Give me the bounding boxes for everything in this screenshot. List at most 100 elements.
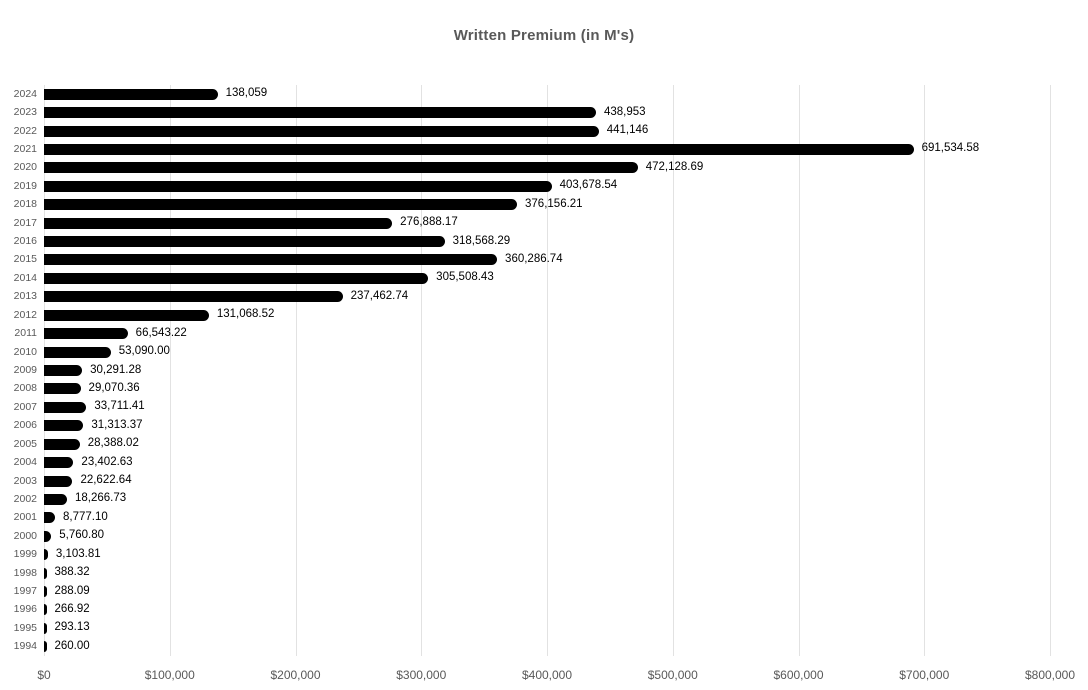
plot-area: 2024 138,059 2023 438,953 2022 441,146 2021 691… (14, 85, 1051, 656)
year-label: 2015 (13, 253, 37, 266)
year-label: 2013 (13, 290, 37, 303)
x-axis-tick-label: $800,000 (1024, 668, 1076, 682)
year-label: 1995 (13, 621, 37, 634)
gridline (547, 85, 548, 656)
bar-row: 2000 5,760.80 (14, 529, 1050, 542)
bar-row: 2023 438,953 (14, 106, 1050, 119)
bar (44, 457, 74, 469)
bar (44, 475, 73, 487)
bar (44, 162, 638, 174)
year-label: 2019 (13, 179, 37, 192)
year-label: 1998 (13, 566, 37, 579)
value-label: 66,543.22 (135, 326, 187, 339)
value-label: 131,068.52 (216, 308, 275, 321)
bar-row: 2017 276,888.17 (14, 216, 1050, 229)
year-label: 2006 (13, 419, 37, 432)
bar (44, 549, 48, 561)
bar-row: 2016 318,568.29 (14, 235, 1050, 248)
value-label: 260.00 (54, 639, 90, 652)
year-label: 1999 (13, 548, 37, 561)
x-axis-tick-label: $300,000 (396, 668, 447, 682)
bar-row: 2006 31,313.37 (14, 418, 1050, 432)
bar (44, 604, 47, 616)
year-label: 2002 (13, 492, 37, 505)
value-label: 30,291.28 (90, 363, 142, 376)
bar (44, 88, 218, 100)
x-axis-tick-label: $400,000 (521, 668, 573, 682)
bar (44, 420, 84, 432)
value-label: 276,888.17 (400, 216, 458, 229)
gridline (421, 85, 423, 656)
value-label: 22,622.64 (80, 474, 132, 487)
gridline (672, 85, 674, 656)
year-label: 2020 (13, 161, 37, 174)
x-axis-tick-label: $0 (37, 668, 51, 682)
value-label: 33,711.41 (94, 400, 145, 413)
bar (44, 107, 596, 119)
value-label: 5,760.80 (59, 529, 104, 542)
year-label: 1997 (13, 585, 37, 598)
year-label: 2023 (13, 106, 37, 119)
bar (44, 309, 209, 321)
gridline (295, 85, 297, 656)
bar (44, 291, 343, 303)
gridline (798, 85, 800, 656)
bar-row: 2021 691,534.58 (14, 142, 1050, 155)
chart-title: Written Premium (in M's) (453, 27, 635, 44)
bar-row: 2022 441,146 (14, 124, 1050, 137)
bar-row: 2015 360,286.74 (14, 253, 1050, 266)
gridline (1050, 85, 1051, 656)
year-label: 2021 (13, 142, 37, 155)
value-label: 23,402.63 (81, 455, 133, 468)
bar-row: 1995 293.13 (14, 621, 1050, 634)
value-label: 403,678.54 (559, 179, 618, 192)
bar (44, 493, 67, 505)
value-label: 388.32 (54, 566, 90, 579)
value-label: 441,146 (606, 124, 649, 137)
bar-row: 2010 53,090.00 (14, 345, 1050, 358)
year-label: 2012 (13, 308, 37, 321)
bar-row: 2003 22,622.64 (14, 474, 1050, 487)
bar (44, 401, 87, 413)
bar (44, 199, 518, 211)
bar-row: 2012 131,068.52 (14, 308, 1050, 321)
x-axis-tick-label: $500,000 (647, 668, 698, 682)
value-label: 472,128.69 (645, 160, 704, 173)
year-label: 2014 (13, 271, 37, 284)
bar (44, 512, 56, 524)
bar-row: 2019 403,678.54 (14, 179, 1050, 192)
bar (44, 365, 83, 376)
year-label: 2017 (13, 216, 37, 229)
bar (44, 254, 498, 266)
year-label: 2010 (13, 345, 37, 358)
bar-row: 1999 3,103.81 (14, 548, 1050, 561)
bar (44, 143, 914, 155)
bar-row: 2009 30,291.28 (14, 363, 1050, 376)
bar (44, 217, 393, 229)
year-label: 2008 (13, 382, 37, 395)
year-label: 2001 (13, 511, 37, 524)
bar (44, 125, 599, 137)
value-label: 8,777.10 (63, 510, 108, 523)
value-label: 293.13 (54, 621, 90, 634)
value-label: 266.92 (54, 602, 90, 615)
year-label: 2009 (13, 364, 37, 376)
year-label: 1994 (13, 640, 37, 653)
bar-row: 2024 138,059 (14, 87, 1050, 100)
bar-row: 2020 472,128.69 (14, 160, 1050, 174)
year-label: 2000 (13, 529, 37, 542)
gridline (169, 85, 171, 656)
bar-row: 1997 288.09 (14, 584, 1050, 598)
bar (44, 272, 429, 284)
bar-row: 1994 260.00 (14, 639, 1050, 653)
year-label: 2011 (14, 327, 37, 340)
value-label: 28,388.02 (87, 437, 139, 450)
value-label: 31,313.37 (91, 418, 143, 431)
bar-row: 2005 28,388.02 (14, 437, 1050, 450)
bar (44, 438, 80, 450)
bar-row: 2013 237,462.74 (14, 290, 1050, 303)
value-label: 53,090.00 (118, 345, 170, 358)
value-label: 18,266.73 (74, 492, 127, 505)
value-label: 288.09 (54, 584, 90, 597)
